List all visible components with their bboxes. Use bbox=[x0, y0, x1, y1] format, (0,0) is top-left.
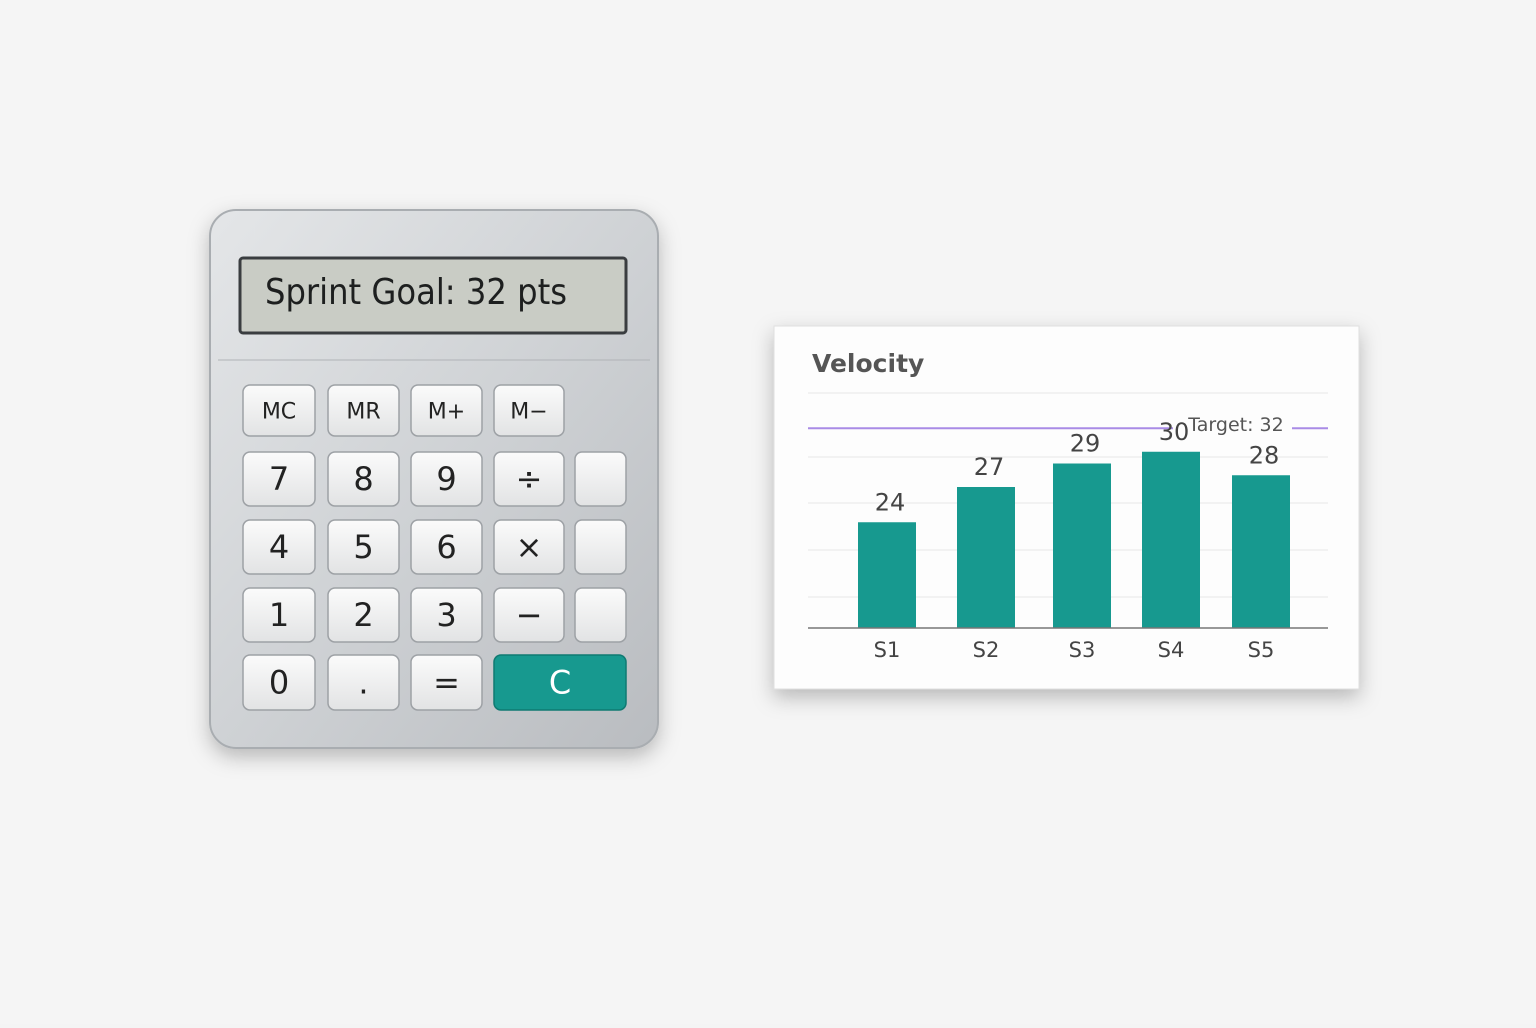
display-text: Sprint Goal: 32 pts bbox=[265, 272, 567, 313]
key-label[interactable]: 8 bbox=[353, 460, 373, 498]
key[interactable] bbox=[327, 654, 400, 711]
bar bbox=[957, 487, 1015, 628]
key-label[interactable]: 3 bbox=[436, 596, 456, 634]
key[interactable] bbox=[242, 519, 316, 575]
key[interactable] bbox=[242, 587, 316, 643]
key-label[interactable]: 0 bbox=[269, 664, 289, 702]
key[interactable] bbox=[242, 451, 316, 507]
x-tick-label: S5 bbox=[1248, 638, 1275, 662]
key-label[interactable]: 7 bbox=[269, 460, 289, 498]
blank-key[interactable] bbox=[574, 587, 627, 643]
key-label[interactable]: MC bbox=[262, 400, 296, 425]
key-label[interactable]: 2 bbox=[353, 596, 373, 634]
value-label: 29 bbox=[1070, 430, 1101, 458]
key-label[interactable]: 4 bbox=[269, 528, 289, 566]
key[interactable] bbox=[327, 519, 400, 575]
key-label[interactable]: − bbox=[516, 596, 543, 634]
target-label: Target: 32 bbox=[1187, 414, 1283, 436]
key[interactable] bbox=[493, 587, 565, 643]
x-tick-label: S4 bbox=[1158, 638, 1185, 662]
bar bbox=[1053, 463, 1111, 628]
key[interactable] bbox=[410, 587, 483, 643]
chart-title: Velocity bbox=[812, 349, 924, 378]
value-label: 24 bbox=[875, 488, 906, 516]
key[interactable] bbox=[242, 384, 316, 437]
key-label[interactable]: M− bbox=[510, 400, 547, 425]
key-label[interactable]: 1 bbox=[269, 596, 289, 634]
key-label[interactable]: C bbox=[549, 664, 571, 702]
blank-key[interactable] bbox=[574, 519, 627, 575]
key[interactable] bbox=[327, 451, 400, 507]
key-label[interactable]: × bbox=[516, 528, 543, 566]
x-tick-label: S1 bbox=[874, 638, 901, 662]
bar bbox=[1232, 475, 1290, 628]
display bbox=[238, 256, 628, 335]
key-label[interactable]: . bbox=[358, 664, 368, 702]
key[interactable] bbox=[493, 451, 565, 507]
key[interactable] bbox=[327, 384, 400, 437]
value-label: 30 bbox=[1159, 418, 1190, 446]
key[interactable] bbox=[410, 384, 483, 437]
key[interactable] bbox=[410, 519, 483, 575]
key-label[interactable]: M+ bbox=[428, 400, 465, 425]
key-label[interactable]: 9 bbox=[436, 460, 456, 498]
key[interactable] bbox=[493, 384, 565, 437]
value-label: 28 bbox=[1249, 441, 1280, 469]
bar bbox=[1142, 451, 1200, 628]
key[interactable] bbox=[242, 654, 316, 711]
key[interactable] bbox=[493, 519, 565, 575]
x-tick-label: S3 bbox=[1069, 638, 1096, 662]
key[interactable] bbox=[410, 451, 483, 507]
key-label[interactable]: 6 bbox=[436, 528, 456, 566]
key-label[interactable]: MR bbox=[346, 400, 380, 425]
key-label[interactable]: ÷ bbox=[516, 460, 543, 498]
chart-card: Velocity Target: 32 24 S1 27 S2 29 S3 30 S4 28 S5 bbox=[773, 325, 1360, 690]
key[interactable] bbox=[493, 654, 627, 711]
key-label[interactable]: = bbox=[433, 664, 460, 702]
x-tick-label: S2 bbox=[973, 638, 1000, 662]
calculator: Sprint Goal: 32 pts MC MR M+ M− 7 8 9 ÷ 4 5 6 × 1 2 3 −… bbox=[209, 209, 659, 749]
value-label: 27 bbox=[974, 453, 1005, 481]
key[interactable] bbox=[410, 654, 483, 711]
key[interactable] bbox=[327, 587, 400, 643]
bar bbox=[858, 522, 916, 628]
key-label[interactable]: 5 bbox=[353, 528, 373, 566]
blank-key[interactable] bbox=[574, 451, 627, 507]
